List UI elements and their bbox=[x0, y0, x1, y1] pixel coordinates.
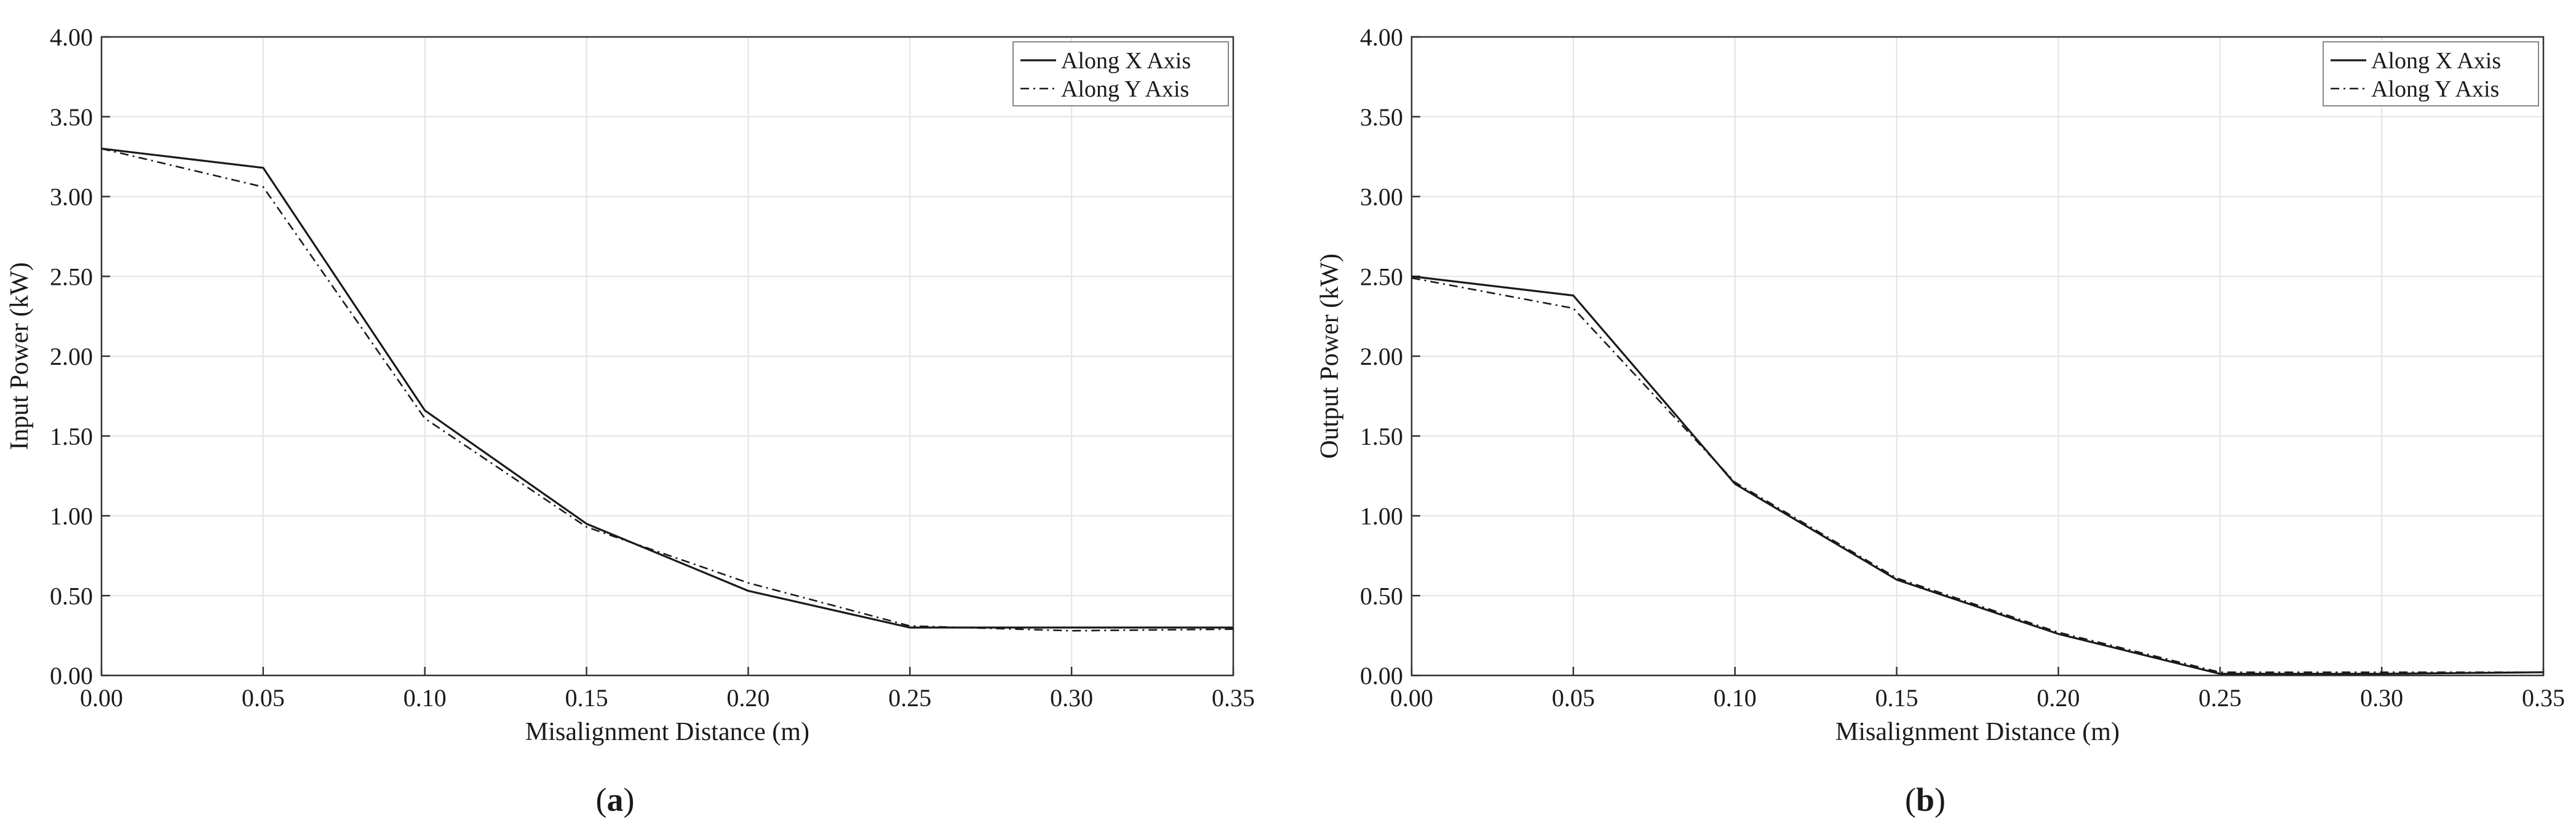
x-tick-label: 0.05 bbox=[1552, 684, 1595, 712]
chart-panel-a: 0.00 0.05 0.10 0.15 0.20 0.25 0.30 0.35 0.00 0.50… bbox=[6, 23, 1255, 818]
y-axis-title: Output Power (kW) bbox=[1316, 253, 1344, 459]
y-tick-label: 4.00 bbox=[1360, 23, 1403, 51]
y-tick-label: 2.50 bbox=[1360, 263, 1403, 290]
legend-label: Along X Axis bbox=[2371, 48, 2501, 74]
legend-label: Along X Axis bbox=[1061, 48, 1191, 74]
series-line-along-y-axis bbox=[101, 148, 1234, 632]
x-tick-label: 0.15 bbox=[565, 684, 608, 712]
x-tick-label: 0.20 bbox=[726, 684, 769, 712]
panel-label: (a) bbox=[596, 781, 635, 818]
y-tick-label: 3.00 bbox=[1360, 183, 1403, 211]
y-tick-label: 3.00 bbox=[50, 183, 93, 211]
x-tick-label: 0.00 bbox=[1390, 684, 1433, 712]
y-tick-label: 1.50 bbox=[1360, 423, 1403, 450]
legend-box bbox=[2323, 41, 2539, 106]
y-tick-label: 1.00 bbox=[50, 503, 93, 530]
y-tick-label: 4.00 bbox=[50, 23, 93, 51]
x-tick-label: 0.20 bbox=[2037, 684, 2080, 712]
x-tick-label: 0.30 bbox=[2360, 684, 2403, 712]
y-tick-label: 3.50 bbox=[50, 103, 93, 131]
y-tick-label: 3.50 bbox=[1360, 103, 1403, 131]
x-tick-label: 0.15 bbox=[1875, 684, 1918, 712]
y-tick-label: 2.00 bbox=[50, 343, 93, 370]
legend-label: Along Y Axis bbox=[2371, 76, 2499, 102]
x-tick-label: 0.25 bbox=[888, 684, 931, 712]
legend-box bbox=[1012, 41, 1229, 106]
legend-label: Along Y Axis bbox=[1061, 76, 1189, 102]
x-tick-label: 0.35 bbox=[2522, 684, 2565, 712]
x-tick-label: 0.05 bbox=[242, 684, 285, 712]
x-axis-title: Misalignment Distance (m) bbox=[525, 718, 809, 746]
panel-letter: b bbox=[1916, 781, 1934, 818]
chart-panel-b: 0.00 0.05 0.10 0.15 0.20 0.25 0.30 0.35 0.00 0.50… bbox=[1316, 23, 2565, 818]
series-line-along-x-axis bbox=[1411, 275, 2544, 675]
x-tick-label: 0.10 bbox=[403, 684, 447, 712]
y-tick-label: 2.00 bbox=[1360, 343, 1403, 370]
y-tick-label: 0.50 bbox=[1360, 582, 1403, 610]
series-line-along-y-axis bbox=[1411, 277, 2543, 674]
y-tick-label: 0.50 bbox=[50, 582, 93, 610]
y-tick-label: 1.00 bbox=[1360, 503, 1403, 530]
y-tick-label: 0.00 bbox=[50, 662, 93, 690]
x-tick-label: 0.30 bbox=[1050, 684, 1093, 712]
x-tick-label: 0.35 bbox=[1212, 684, 1255, 712]
y-tick-label: 1.50 bbox=[50, 423, 93, 450]
y-tick-label: 0.00 bbox=[1360, 662, 1403, 690]
x-tick-label: 0.00 bbox=[80, 684, 123, 712]
panel-letter: a bbox=[607, 781, 624, 818]
y-axis-title: Input Power (kW) bbox=[6, 262, 34, 450]
series-line-along-x-axis bbox=[101, 148, 1233, 629]
x-axis-title: Misalignment Distance (m) bbox=[1835, 718, 2120, 746]
panel-label: (b) bbox=[1905, 781, 1946, 818]
x-tick-label: 0.10 bbox=[1714, 684, 1757, 712]
y-tick-label: 2.50 bbox=[50, 263, 93, 290]
x-tick-label: 0.25 bbox=[2198, 684, 2241, 712]
